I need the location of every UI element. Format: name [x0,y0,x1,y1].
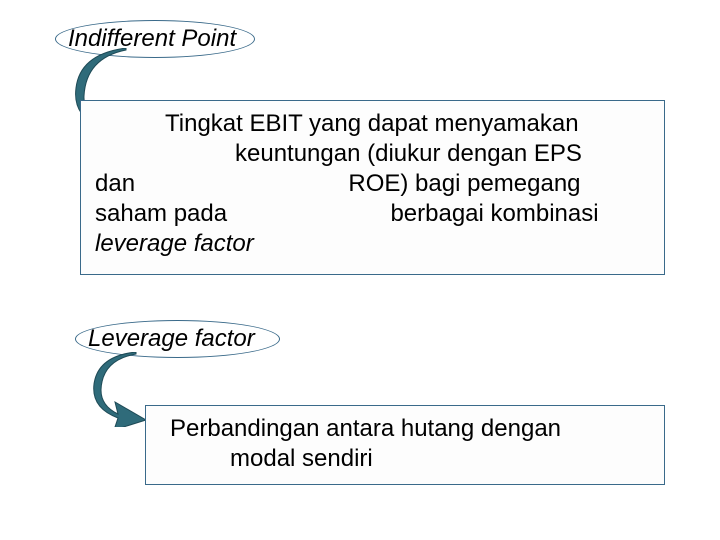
s1-line3a: dan [95,170,135,197]
section2-box: Perbandingan antara hutang dengan modal … [145,405,665,485]
section1-box: Tingkat EBIT yang dapat menyamakan keunt… [80,100,665,275]
s2-line1: Perbandingan antara hutang dengan [170,415,561,442]
s1-line2: keuntungan (diukur dengan EPS [235,140,582,167]
s1-line4b: berbagai kombinasi [390,200,598,227]
s2-line2: modal sendiri [230,445,373,472]
s1-line4a: saham pada [95,200,227,227]
s1-line5: leverage factor [95,230,254,257]
s1-line1: Tingkat EBIT yang dapat menyamakan [165,110,579,137]
section2-title: Leverage factor [88,325,255,352]
s1-line3b: ROE) bagi pemegang [348,170,580,197]
